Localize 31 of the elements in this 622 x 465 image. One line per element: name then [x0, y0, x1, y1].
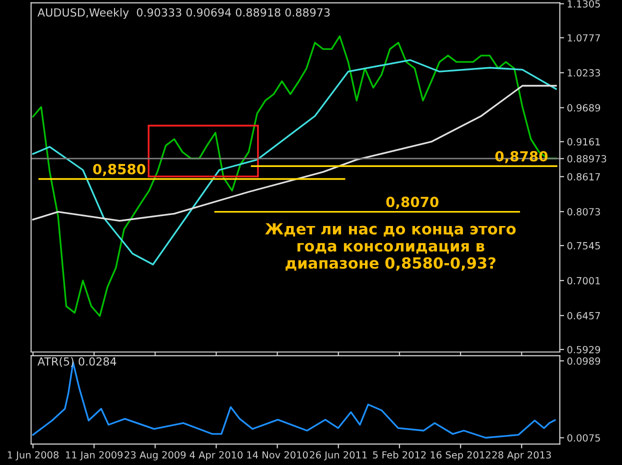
y-tick-label: 1.0777 [568, 34, 600, 42]
y-tick-label: 1.1305 [568, 0, 600, 8]
y-tick-label: 0.0075 [567, 434, 600, 442]
annotation: Ждет ли нас до конца этого года консолидация в диапазоне 0,8580-0,93? [265, 223, 516, 271]
x-tick-label: 1 Jun 2008 [8, 451, 58, 460]
annotation: 0,8580 [93, 164, 146, 176]
x-tick-label: 14 Nov 2010 [247, 451, 308, 459]
line-series [32, 84, 557, 222]
y-tick-label: 1.0233 [568, 69, 600, 77]
y-tick-label: 0.7545 [567, 242, 600, 250]
y-tick-label: 0.8073 [567, 208, 600, 216]
chart-title: ATR(5) 0.0284 [38, 357, 116, 367]
y-tick-label: 0.8617 [567, 173, 600, 180]
y-tick-label: 0.9161 [567, 138, 600, 146]
x-tick-label: 23 Aug 2009 [124, 451, 186, 460]
x-tick-label: 11 Jan 2009 [66, 451, 123, 460]
y-tick-label: 0.6457 [567, 312, 600, 320]
y-tick-label: 0.0989 [567, 357, 600, 365]
y-tick-label: 0.5929 [567, 346, 600, 354]
x-tick-label: 5 Feb 2012 [373, 451, 426, 459]
y-tick-label: 0.7001 [567, 277, 600, 284]
annotation: 0,8070 [386, 196, 438, 209]
x-tick-label: 16 Sep 2012 [430, 451, 490, 460]
x-tick-label: 26 Jun 2011 [310, 451, 367, 460]
y-tick-label: 0.9689 [567, 104, 600, 112]
chart-title: AUDUSD,Weekly 0.90333 0.90694 0.88918 0.88973 [38, 8, 330, 19]
x-tick-label: 28 Apr 2013 [492, 451, 551, 460]
y-tick-label: 0.88973 [567, 155, 606, 162]
line-series [32, 35, 557, 317]
annotation: 0,8780 [495, 151, 548, 164]
x-tick-label: 4 Apr 2010 [190, 451, 243, 460]
